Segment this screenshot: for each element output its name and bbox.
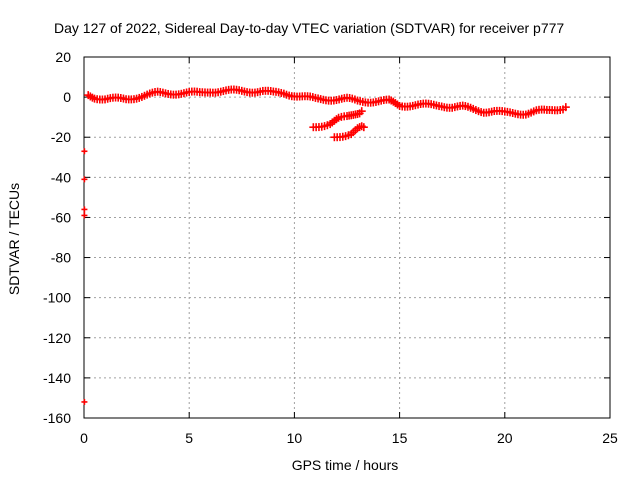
data-point bbox=[357, 107, 366, 116]
data-point bbox=[561, 103, 570, 112]
y-tick-label: -120 bbox=[43, 330, 71, 346]
x-tick-label: 20 bbox=[497, 430, 513, 446]
x-tick-label: 10 bbox=[287, 430, 303, 446]
y-tick-label: -60 bbox=[51, 209, 71, 225]
data-points bbox=[81, 85, 570, 405]
y-tick-label: 0 bbox=[63, 89, 71, 105]
y-tick-label: -80 bbox=[51, 250, 71, 266]
y-tick-label: -100 bbox=[43, 290, 71, 306]
x-tick-label: 25 bbox=[602, 430, 618, 446]
y-tick-label: -140 bbox=[43, 370, 71, 386]
x-axis-label: GPS time / hours bbox=[292, 457, 399, 473]
y-tick-label: -160 bbox=[43, 410, 71, 426]
x-tick-label: 15 bbox=[392, 430, 408, 446]
grid-lines bbox=[84, 57, 610, 418]
axis-ticks: 0 5 10 15 20 25 20 0 -20 -40 -60 -80 -100 -120 -140 -16… bbox=[43, 49, 618, 446]
data-point bbox=[81, 212, 88, 219]
data-point bbox=[81, 398, 88, 405]
data-point bbox=[81, 206, 88, 213]
x-tick-label: 5 bbox=[185, 430, 193, 446]
y-tick-label: -20 bbox=[51, 129, 71, 145]
x-tick-label: 0 bbox=[80, 430, 88, 446]
chart-title: Day 127 of 2022, Sidereal Day-to-day VTE… bbox=[54, 20, 564, 36]
data-point bbox=[81, 148, 88, 155]
y-axis-label: SDTVAR / TECUs bbox=[6, 183, 22, 295]
data-point bbox=[359, 123, 368, 132]
data-point bbox=[81, 176, 88, 183]
y-tick-label: 20 bbox=[55, 49, 71, 65]
plot-area-frame bbox=[83, 56, 611, 419]
y-tick-label: -40 bbox=[51, 169, 71, 185]
